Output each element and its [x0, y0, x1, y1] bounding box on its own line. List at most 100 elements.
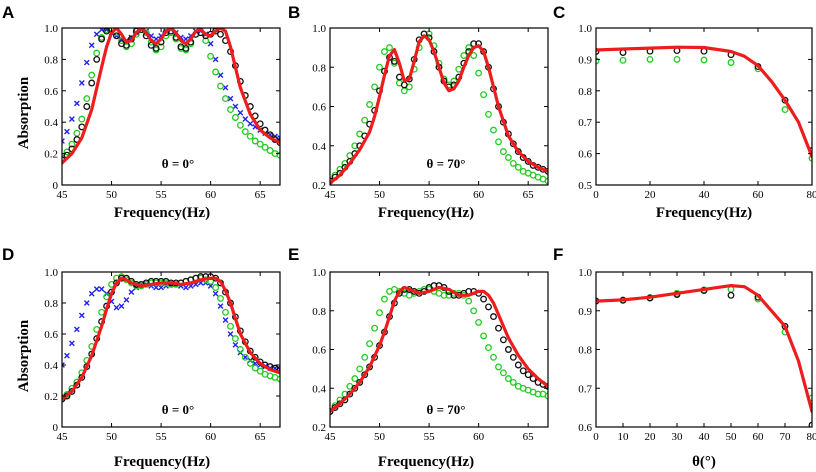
panel-a-blue-crosses-point	[88, 42, 95, 49]
panel-e-green-circles-point	[509, 378, 517, 386]
panel-e-green-circles-point	[475, 318, 483, 326]
panel-b-ytick-label: 1.0	[312, 23, 326, 35]
panel-c-ytick-label: 0.9	[578, 54, 592, 66]
panel-e: E Frequency(Hz) θ = 70°	[288, 245, 474, 470]
panel-e-green-circles-point	[470, 307, 478, 315]
panel-c-green-circles-point	[781, 106, 789, 114]
panel-a-blue-crosses-point	[103, 28, 110, 33]
panel-b-green-circles-point	[470, 52, 478, 59]
panel-c-green-circles-point	[646, 55, 654, 63]
panel-e-green-circles-point	[376, 309, 383, 317]
panel-e-black-circles-point	[504, 346, 512, 353]
panel-b-green-circles-point	[499, 148, 507, 156]
panel-c-ytick-label: 0.6	[578, 149, 592, 161]
panel-b-green-circles-point	[381, 48, 388, 56]
panel-d-ytick-label: 0.4	[44, 360, 58, 372]
panel-f-xtick-label: 70	[780, 431, 792, 443]
panel-c-series	[596, 45, 812, 162]
panel-d-red-line	[62, 276, 280, 401]
panel-d-xtick-label: 50	[106, 431, 118, 443]
panel-d-series	[62, 273, 280, 403]
panel-c-ytick-label: 1.0	[578, 23, 592, 35]
panel-f-black-circles-point	[808, 421, 812, 427]
panel-e-xtick-label: 60	[473, 431, 485, 443]
panel-b-annotation: θ = 70°	[427, 156, 466, 171]
panel-c-red-line	[596, 45, 812, 159]
panel-d-blue-crosses-point	[93, 286, 100, 292]
panel-b-green-circles-point	[480, 91, 488, 99]
panel-e-ytick-label: 0.2	[312, 422, 326, 434]
panel-f-letter: F	[553, 245, 563, 264]
panel-d-green-circles-point	[236, 346, 244, 353]
panel-b-black-circles-point	[400, 81, 408, 89]
panel-a-green-circles-point	[227, 106, 234, 114]
panel-e-green-circles-point	[351, 375, 359, 383]
panel-a-annotation: θ = 0°	[162, 156, 194, 171]
panel-a-green-circles-point	[276, 151, 280, 159]
panel-d-xtick-label: 65	[255, 431, 267, 443]
panel-d-green-circles-point	[241, 353, 249, 361]
panel-d-ytick-label: 0.2	[44, 391, 58, 403]
panel-b-xtick-label: 50	[374, 189, 386, 201]
panel-b-plot: 45 50 55 60 65 0.2 0.4 0.6 0.8 1.0	[312, 23, 549, 201]
panel-a-series	[62, 28, 280, 165]
panel-a-green-circles-point	[251, 137, 259, 145]
panel-b-green-circles-point	[351, 142, 359, 150]
panel-b-green-circles-point	[544, 177, 548, 185]
panel-d-green-circles-point	[231, 335, 239, 343]
panel-c-xlabel: Frequency(Hz)	[656, 205, 752, 221]
panel-d-plot: 45 50 55 60 65 0 0.2 0.4 0.6 0.8 1.0	[44, 267, 281, 443]
panel-e-series	[330, 282, 548, 415]
panel-f-ytick-label: 0.8	[578, 345, 592, 357]
panel-a-green-circles-point	[63, 148, 71, 156]
panel-a-blue-crosses-point	[78, 80, 85, 86]
panel-c-xtick-label: 20	[645, 189, 657, 201]
panel-d-ytick-label: 0.8	[44, 298, 58, 310]
panel-a-blue-crosses-point	[227, 95, 234, 102]
panel-e-black-circles-point	[499, 336, 507, 344]
panel-e-black-circles-point	[485, 303, 492, 311]
panel-e-black-circles-point	[524, 371, 532, 379]
panel-a-letter: A	[2, 3, 14, 22]
panel-a-xtick-label: 65	[255, 189, 267, 201]
panel-b-ytick-label: 0.8	[312, 62, 326, 74]
panel-d-ytick-label: 0.6	[44, 329, 58, 341]
panel-c-ytick-label: 0.5	[578, 180, 592, 192]
panel-a-black-circles-point	[93, 55, 101, 63]
panel-e-black-circles-point	[490, 313, 497, 321]
panel-a-green-circles-point	[231, 114, 239, 121]
panel-a-ytick-label: 0.2	[44, 149, 58, 161]
panel-c-ytick-label: 0.7	[578, 117, 592, 129]
panel-f-plot: 0 10 20 30 40 50 60 70 80 0.6 0.7 0.8 0.9 1.0	[578, 267, 816, 443]
panel-a-blue-crosses-point	[69, 116, 75, 122]
panel-f-xtick-label: 0	[593, 431, 599, 443]
panel-d-blue-crosses-point	[123, 297, 130, 303]
panel-f-xtick-label: 30	[672, 431, 684, 443]
panel-e-black-circles-point	[336, 400, 344, 408]
panel-c-xtick-label: 40	[699, 189, 711, 201]
panel-e-ytick-label: 0.4	[312, 383, 326, 395]
panel-a-green-circles-point	[68, 140, 76, 148]
panel-e-black-circles-point	[509, 353, 517, 361]
panel-e-green-circles-point	[465, 297, 473, 305]
panel-e-xtick-label: 45	[325, 431, 337, 443]
panel-a-green-circles-point	[78, 115, 86, 123]
panel-b-xtick-label: 60	[473, 189, 485, 201]
panel-a-xtick-label: 60	[205, 189, 217, 201]
panel-a-blue-crosses-point	[217, 72, 224, 78]
panel-a-black-circles-point	[182, 44, 190, 52]
panel-d-letter: D	[2, 245, 14, 264]
panel-d-blue-crosses-point	[83, 300, 90, 306]
panel-a: A Absorption Frequency(Hz) θ = 0°	[2, 3, 210, 221]
panel-b-xtick-label: 55	[424, 189, 436, 201]
panel-e-green-circles-point	[485, 344, 492, 352]
panel-a-green-circles-point	[202, 37, 210, 45]
panel-b-ytick-label: 0.2	[312, 180, 326, 192]
panel-f-frame	[595, 271, 813, 428]
panel-b-green-circles-point	[386, 44, 393, 52]
panel-e-green-circles-point	[504, 375, 512, 383]
panel-c: C Frequency(Hz)	[553, 3, 752, 221]
panel-e-green-circles-point	[440, 291, 448, 299]
panel-f-xlabel: θ(°)	[692, 454, 716, 470]
panel-f-xtick-label: 20	[645, 431, 657, 443]
